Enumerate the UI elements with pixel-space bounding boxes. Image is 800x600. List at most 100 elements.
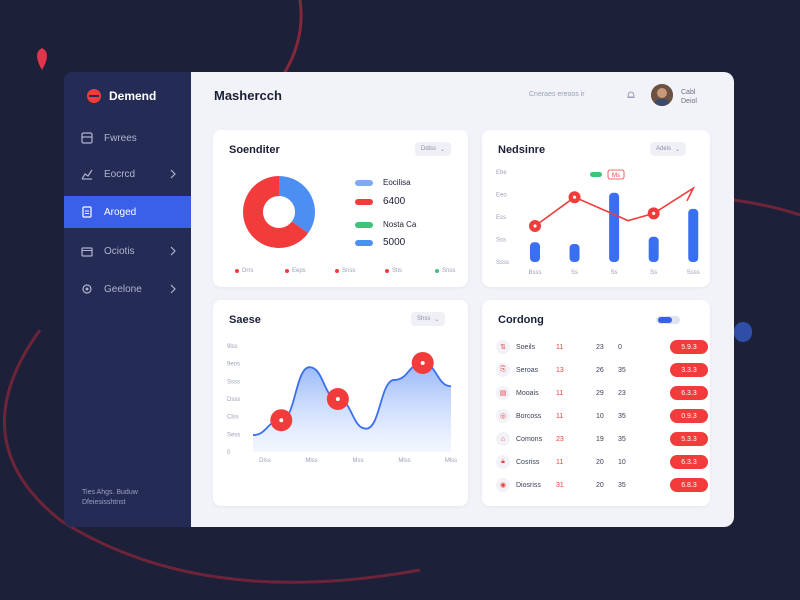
line-series (534, 185, 696, 227)
axis-label-text: Snss (342, 268, 356, 274)
avatar[interactable] (651, 84, 673, 106)
y-tick-label: Sss (496, 238, 506, 244)
legend-item: 5000 (355, 237, 405, 248)
toggle-knob (658, 317, 672, 323)
area-fill (253, 362, 451, 452)
chevron-right-icon (170, 284, 176, 294)
table-card: Cordong ⇅ Soeils 11 23 0 5.9.3 ⎘ Seroas 13 26 35 3.… (482, 300, 710, 506)
sidebar-item-label: Geelone (104, 283, 142, 295)
sidebar-item-eocrcd[interactable]: Eocrcd (64, 158, 192, 190)
tag-icon: ⌂ (496, 432, 510, 446)
row-value-pill: 6.3.3 (670, 455, 708, 469)
sidebar-item-ociotis[interactable]: Ociotis (64, 235, 192, 267)
y-tick-label: 0 (227, 450, 231, 456)
card-title: Cordong (498, 314, 544, 326)
line-marker-center (652, 211, 656, 215)
legend-swatch (355, 198, 373, 205)
row-name: Cosriss (516, 458, 540, 466)
row-value-pill: 0.9.3 (670, 409, 708, 423)
donut-slice (278, 176, 315, 234)
x-tick-label: Mlss (305, 458, 317, 464)
row-col3: 35 (618, 412, 626, 420)
bell-icon[interactable] (625, 89, 637, 101)
table-row[interactable]: ⎘ Seroas 13 26 35 3.3.3 (496, 361, 708, 379)
axis-label: Drrs (235, 268, 253, 274)
row-col2: 20 (596, 481, 604, 489)
row-name: Borcoss (516, 412, 542, 420)
table-row[interactable]: ⌂ Comons 23 19 35 5.3.3 (496, 430, 708, 448)
table-row[interactable]: 🔒︎ Cosriss 11 20 10 6.3.3 (496, 453, 708, 471)
metrics-card: Nedsinre Adeis ⌄ Ebe Eeo Ess Sss Ssss Bsss Ss S… (482, 130, 710, 287)
row-col1: 11 (556, 412, 564, 420)
row-name: Comons (516, 435, 543, 443)
dropdown-label: Ddiss (421, 146, 437, 152)
badge-label: Ms (612, 173, 620, 179)
row-name: Seroas (516, 366, 539, 374)
area-marker-center (420, 360, 425, 365)
period-dropdown[interactable]: Adeis ⌄ (650, 142, 687, 156)
document-icon (82, 206, 92, 218)
row-col1: 11 (556, 389, 564, 397)
sidebar-item-label: Fwrees (104, 132, 137, 144)
chevron-down-icon: ⌄ (440, 146, 446, 153)
axis-label-text: Drrs (242, 268, 254, 274)
table-row[interactable]: ◉ Diosriss 31 20 35 6.8.3 (496, 476, 708, 494)
axis-marker (435, 269, 439, 273)
legend-label: 6400 (383, 196, 406, 207)
row-value-pill: 5.3.3 (670, 432, 708, 446)
donut-chart (243, 176, 315, 248)
table-row[interactable]: ▤ Mooais 11 29 23 6.3.3 (496, 384, 708, 402)
row-name: Diosriss (516, 481, 541, 489)
x-tick-label: Mlss (398, 458, 410, 464)
row-col1: 11 (556, 458, 564, 466)
sidebar: Demend Fwrees Eocrcd Aroged Ociotis Geel… (64, 72, 192, 527)
row-col1: 13 (556, 366, 564, 374)
row-col3: 0 (618, 343, 622, 351)
axis-label: Snss (335, 268, 355, 274)
y-tick-label: 9lss (227, 344, 238, 350)
main-panel: Mashercch Cneraes ereoos ir Cabl Deiol S… (191, 72, 734, 527)
sidebar-item-fwrees[interactable]: Fwrees (64, 122, 192, 154)
y-tick-label: 9eos (227, 362, 240, 368)
donut-slice (243, 176, 309, 248)
sidebar-item-aroged[interactable]: Aroged (64, 196, 192, 228)
chevron-right-icon (170, 246, 176, 256)
row-col1: 31 (556, 481, 564, 489)
brand-name: Demend (109, 89, 157, 103)
sort-icon: ⇅ (496, 340, 510, 354)
table-row[interactable]: ◎ Borcoss 11 10 35 0.9.3 (496, 407, 708, 425)
chart-icon (81, 169, 93, 180)
period-dropdown[interactable]: Ddiss ⌄ (415, 142, 452, 156)
sidebar-item-label: Aroged (104, 206, 137, 218)
period-dropdown[interactable]: Shss ⌄ (411, 312, 446, 326)
brand[interactable]: Demend (86, 86, 156, 106)
row-col1: 23 (556, 435, 564, 443)
axis-label-text: Snss (442, 268, 456, 274)
row-col2: 29 (596, 389, 604, 397)
row-col1: 11 (556, 343, 564, 351)
chevron-down-icon: ⌄ (675, 146, 681, 153)
row-value-pill: 5.9.3 (670, 340, 708, 354)
folder-icon (81, 247, 93, 257)
y-tick-label: Eeo (496, 193, 507, 199)
gear-icon (82, 284, 92, 294)
row-col3: 35 (618, 481, 626, 489)
sidebar-item-geelone[interactable]: Geelone (64, 273, 192, 305)
legend-swatch (355, 179, 373, 186)
legend-item: Nosta Ca (355, 220, 416, 229)
legend-label: 5000 (383, 237, 406, 248)
sidebar-item-label: Eocrcd (104, 168, 136, 180)
table-row[interactable]: ⇅ Soeils 11 23 0 5.9.3 (496, 338, 708, 356)
header-search[interactable]: Cneraes ereoos ir (529, 91, 585, 98)
axis-label: Snss (435, 268, 455, 274)
sidebar-footer: Ties Ahgs. Buduw Dfeiesisshtnst (82, 488, 138, 508)
view-toggle[interactable] (656, 316, 680, 324)
axis-marker (335, 269, 339, 273)
sales-chart: 9lss 9eos Ssss Dsss Clss Sess 0 Dlss Mlss Mss Mlss… (227, 344, 457, 464)
doc-icon: ▤ (496, 386, 510, 400)
row-col3: 35 (618, 435, 626, 443)
x-tick-label: Bsss (528, 270, 541, 276)
row-value-pill: 3.3.3 (670, 363, 708, 377)
y-tick-label: Ebe (496, 170, 507, 176)
axis-marker (235, 269, 239, 273)
